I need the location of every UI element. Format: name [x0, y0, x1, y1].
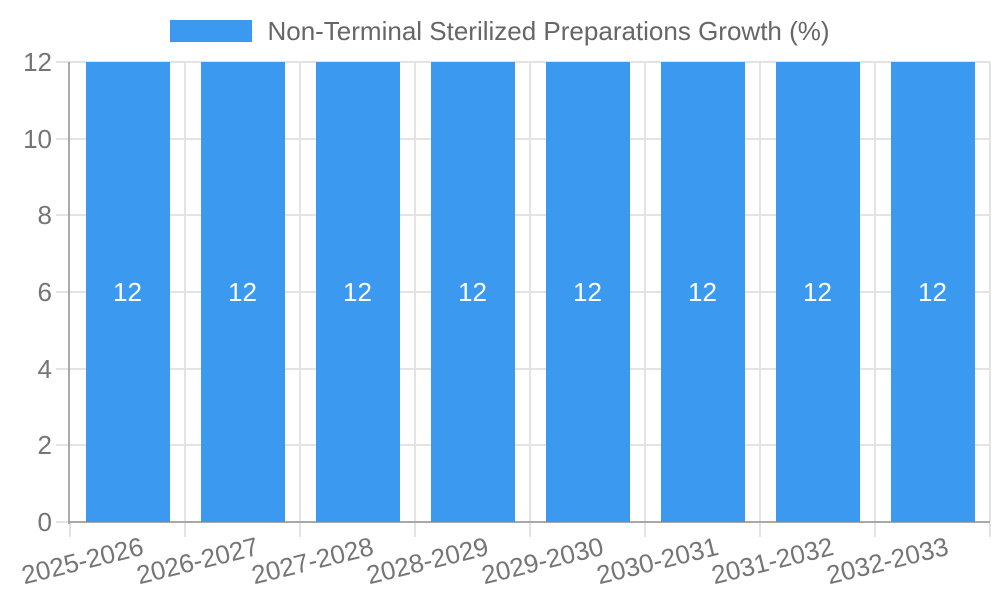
- y-axis-line: [68, 62, 70, 524]
- legend-swatch: [170, 20, 253, 42]
- bar-value-label: 12: [688, 277, 717, 307]
- x-gridline: [414, 62, 416, 522]
- y-axis-label: 6: [37, 277, 52, 307]
- bar[interactable]: 12: [890, 62, 975, 522]
- x-tick: [184, 523, 186, 537]
- x-axis-label: 2026-2027: [133, 531, 262, 591]
- y-tick: [56, 367, 70, 370]
- bar[interactable]: 12: [660, 62, 745, 522]
- x-axis-label: 2030-2031: [593, 531, 722, 591]
- x-tick: [414, 523, 416, 537]
- x-tick: [299, 523, 301, 537]
- y-tick: [56, 214, 70, 217]
- y-tick: [56, 444, 70, 447]
- y-tick: [56, 137, 70, 140]
- x-tick: [69, 523, 71, 537]
- legend-item[interactable]: Non-Terminal Sterilized Preparations Gro…: [0, 18, 1000, 44]
- bar[interactable]: 12: [85, 62, 170, 522]
- x-axis-label: 2027-2028: [248, 531, 377, 591]
- y-axis-label: 0: [37, 507, 52, 537]
- bar-value-label: 12: [918, 277, 947, 307]
- y-tick: [56, 521, 70, 523]
- bar-value-label: 12: [228, 277, 257, 307]
- bar-value-label: 12: [113, 277, 142, 307]
- y-tick: [56, 61, 70, 63]
- x-tick: [874, 523, 876, 537]
- bar[interactable]: 12: [545, 62, 630, 522]
- bar-value-label: 12: [803, 277, 832, 307]
- x-axis-label: 2031-2032: [708, 531, 837, 591]
- bar-value-label: 12: [458, 277, 487, 307]
- x-gridline: [529, 62, 531, 522]
- bar-value-label: 12: [343, 277, 372, 307]
- y-axis-label: 10: [23, 123, 52, 154]
- y-axis-label: 4: [37, 353, 52, 384]
- y-axis-label: 2: [37, 430, 52, 461]
- x-axis-label: 2032-2033: [823, 531, 952, 591]
- x-tick: [989, 523, 991, 537]
- x-tick: [759, 523, 761, 537]
- x-axis-label: 2029-2030: [478, 531, 607, 591]
- x-tick: [644, 523, 646, 537]
- x-axis-label: 2028-2029: [363, 531, 492, 591]
- x-gridline: [759, 62, 761, 522]
- x-axis-line: [68, 521, 990, 523]
- x-gridline: [644, 62, 646, 522]
- x-gridline: [874, 62, 876, 522]
- y-axis-label: 8: [37, 200, 52, 231]
- x-gridline: [299, 62, 301, 522]
- y-axis-label: 12: [23, 47, 52, 77]
- bar[interactable]: 12: [315, 62, 400, 522]
- x-gridline: [184, 62, 186, 522]
- bar-value-label: 12: [573, 277, 602, 307]
- x-axis-label: 2025-2026: [18, 531, 147, 591]
- legend-label: Non-Terminal Sterilized Preparations Gro…: [267, 16, 830, 46]
- x-tick: [529, 523, 531, 537]
- bar[interactable]: 12: [200, 62, 285, 522]
- bar[interactable]: 12: [430, 62, 515, 522]
- x-gridline: [989, 62, 991, 522]
- y-tick: [56, 291, 70, 293]
- bar[interactable]: 12: [775, 62, 860, 522]
